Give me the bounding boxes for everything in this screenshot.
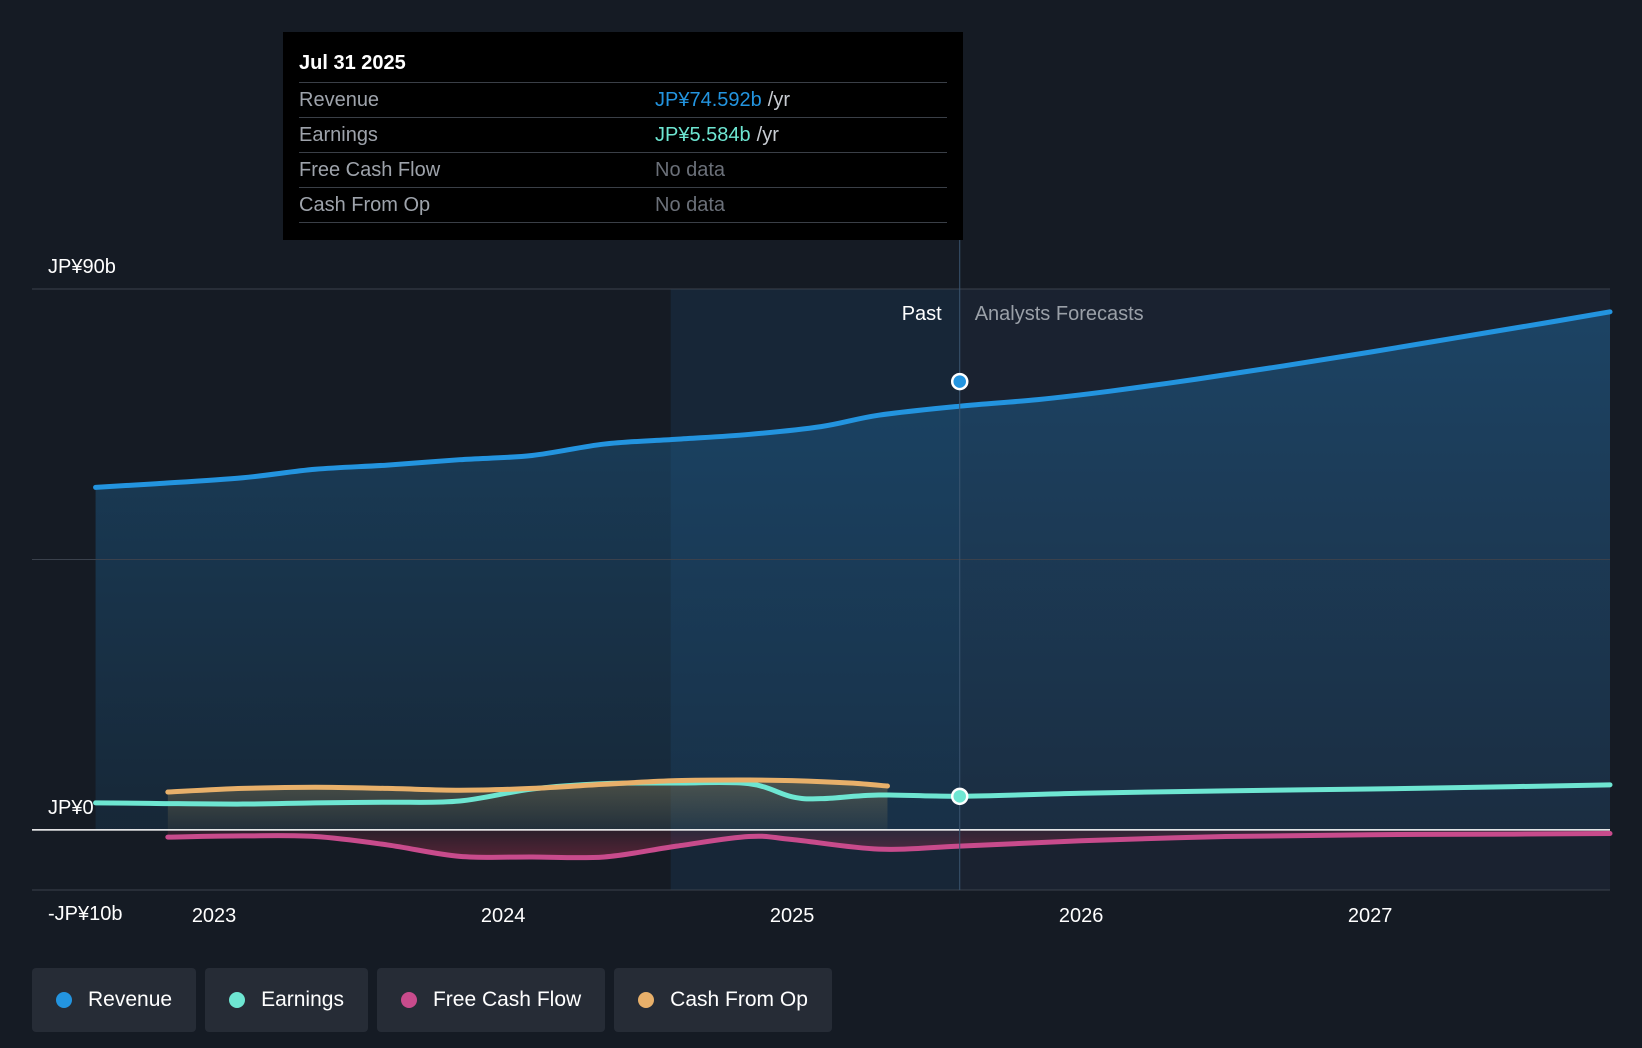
y-tick-label-zero: JP¥0 [48, 797, 94, 819]
legend-item-revenue[interactable]: Revenue [32, 968, 197, 1032]
x-tick-label: 2024 [481, 905, 526, 927]
legend-item-cash-from-op[interactable]: Cash From Op [614, 968, 832, 1032]
cash-from-op-dot-icon [638, 992, 655, 1008]
legend-label: Earnings [261, 988, 344, 1011]
forecast-label: Analysts Forecasts [975, 303, 1144, 325]
tooltip-label: Free Cash Flow [299, 158, 441, 181]
tooltip-date: Jul 31 2025 [299, 52, 406, 74]
tooltip-row-cash-from-op: Cash From Op No data [299, 187, 947, 223]
earnings-marker [950, 787, 969, 806]
tooltip-row-earnings: Earnings JP¥5.584b /yr [299, 117, 947, 152]
y-tick-label-top: JP¥90b [48, 256, 116, 278]
tooltip-label: Cash From Op [299, 193, 431, 216]
tooltip-label: Earnings [299, 123, 378, 146]
revenue-marker [950, 372, 969, 391]
tooltip-value: No data [655, 158, 726, 181]
free-cash-flow-area [167, 829, 1610, 858]
x-tick-label: 2025 [770, 905, 815, 927]
revenue-area [95, 311, 1611, 830]
cash-from-op-area [167, 780, 888, 830]
tooltip-row-revenue: Revenue JP¥74.592b /yr [299, 82, 947, 117]
earnings-series-line [93, 779, 1613, 807]
x-tick-label: 2023 [192, 905, 237, 927]
x-tick-label: 2026 [1059, 905, 1104, 927]
legend-item-earnings[interactable]: Earnings [205, 968, 368, 1032]
tooltip-unit: /yr [767, 88, 790, 111]
past-label: Past [902, 303, 942, 325]
tooltip-label: Revenue [299, 88, 380, 111]
legend-item-free-cash-flow[interactable]: Free Cash Flow [376, 968, 606, 1032]
free-cash-flow-dot-icon [400, 992, 417, 1008]
x-tick-label: 2027 [1348, 905, 1393, 927]
tooltip-value: JP¥5.584b [655, 123, 751, 146]
tooltip-row-free-cash-flow: Free Cash Flow No data [299, 152, 947, 187]
tooltip: Jul 31 2025 Revenue JP¥74.592b /yr Earni… [283, 32, 963, 240]
legend-label: Revenue [88, 988, 173, 1011]
revenue-dot-icon [56, 992, 72, 1008]
legend-label: Free Cash Flow [432, 988, 582, 1011]
cash-from-op-series-line [165, 777, 890, 795]
legend-label: Cash From Op [670, 988, 808, 1011]
tooltip-value: No data [655, 193, 726, 216]
tooltip-value: JP¥74.592b [655, 88, 762, 111]
legend: Revenue Earnings Free Cash Flow Cash Fro… [32, 968, 832, 1032]
free-cash-flow-series-line [165, 831, 1613, 861]
earnings-dot-icon [229, 992, 246, 1008]
tooltip-unit: /yr [756, 123, 779, 146]
y-tick-label-bottom: -JP¥10b [48, 903, 123, 925]
revenue-series-line [93, 309, 1613, 490]
